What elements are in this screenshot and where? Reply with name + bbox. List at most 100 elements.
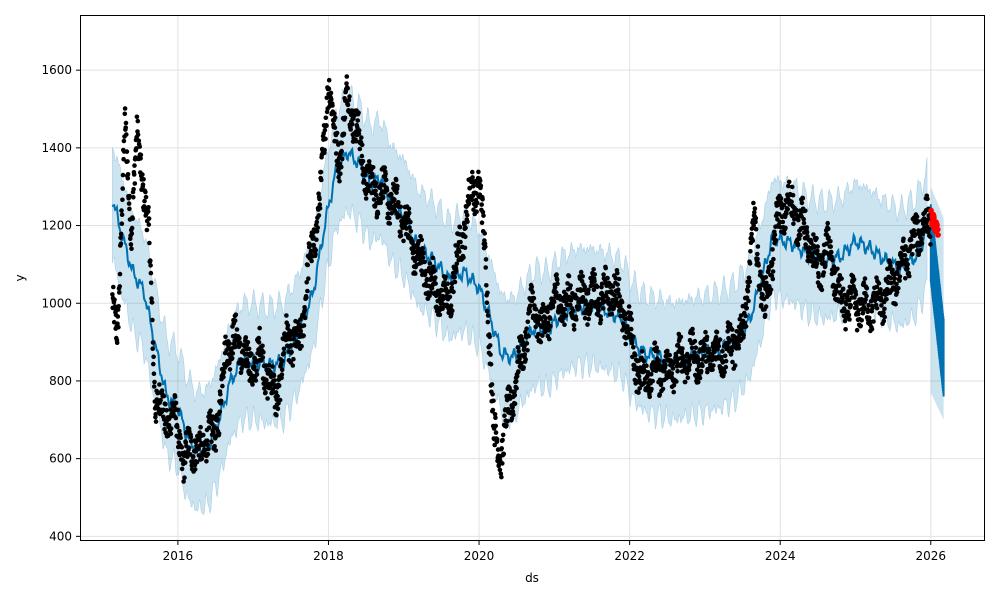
observed-point xyxy=(116,324,121,330)
observed-point xyxy=(907,273,912,279)
observed-point xyxy=(618,303,623,309)
observed-point xyxy=(410,239,415,244)
observed-point xyxy=(493,430,499,435)
observed-point xyxy=(753,215,759,221)
observed-point xyxy=(355,118,361,123)
observed-point xyxy=(505,418,510,424)
observed-point xyxy=(717,337,723,342)
observed-point xyxy=(491,398,496,404)
observed-point xyxy=(194,459,200,465)
observed-point xyxy=(517,356,522,362)
observed-point xyxy=(738,313,744,318)
observed-point xyxy=(121,138,127,144)
observed-point xyxy=(135,118,141,124)
observed-point xyxy=(254,368,259,374)
observed-point xyxy=(127,193,132,199)
y-axis: 400 600 800 1000 1200 1400 1600 xyxy=(41,63,80,543)
observed-point xyxy=(332,115,338,120)
observed-point xyxy=(816,274,821,280)
observed-point xyxy=(488,352,493,357)
observed-point xyxy=(756,263,761,268)
observed-point xyxy=(209,439,214,445)
observed-point xyxy=(783,225,788,231)
observed-point xyxy=(612,292,617,298)
observed-point xyxy=(346,97,352,103)
observed-point xyxy=(798,232,803,238)
observed-point xyxy=(484,300,490,306)
observed-point xyxy=(828,244,833,249)
observed-point xyxy=(145,209,151,214)
observed-point xyxy=(474,209,479,214)
observed-point xyxy=(245,360,251,366)
observed-point xyxy=(529,284,534,290)
observed-point xyxy=(629,317,635,322)
observed-point xyxy=(864,286,870,291)
observed-point xyxy=(770,247,775,252)
observed-point xyxy=(474,191,479,196)
observed-point xyxy=(655,349,660,354)
observed-point xyxy=(182,460,188,466)
observed-point xyxy=(592,272,598,277)
observed-point xyxy=(795,242,801,248)
observed-point xyxy=(398,229,403,235)
observed-point xyxy=(250,382,255,387)
observed-point xyxy=(497,467,503,473)
observed-point xyxy=(218,398,224,404)
observed-point xyxy=(307,241,312,247)
observed-point xyxy=(552,285,558,290)
observed-point xyxy=(333,151,339,156)
observed-point xyxy=(747,261,753,266)
observed-point xyxy=(749,231,754,237)
observed-point xyxy=(690,331,696,336)
observed-point xyxy=(697,375,703,381)
observed-point xyxy=(288,336,293,342)
observed-point xyxy=(324,95,330,101)
observed-point xyxy=(586,316,591,322)
observed-point xyxy=(710,367,715,373)
observed-point xyxy=(514,386,519,391)
observed-point xyxy=(674,379,679,384)
observed-point xyxy=(919,241,925,246)
observed-point xyxy=(772,232,778,237)
observed-point xyxy=(398,233,404,238)
observed-point xyxy=(464,212,470,218)
observed-point xyxy=(758,269,763,275)
observed-point xyxy=(205,451,211,457)
observed-point xyxy=(332,111,337,116)
observed-point xyxy=(514,374,520,379)
observed-point xyxy=(915,219,921,224)
observed-point xyxy=(140,182,146,187)
observed-point xyxy=(137,144,142,149)
observed-point xyxy=(221,374,226,380)
observed-point xyxy=(831,264,837,269)
observed-point xyxy=(685,375,691,381)
observed-point xyxy=(383,177,389,183)
observed-point xyxy=(323,136,328,142)
observed-point xyxy=(888,263,893,269)
observed-point xyxy=(819,287,825,293)
observed-point xyxy=(134,146,139,151)
observed-point xyxy=(786,179,792,185)
observed-point xyxy=(308,248,314,254)
observed-point xyxy=(667,352,672,358)
observed-point xyxy=(615,282,620,287)
observed-point xyxy=(794,207,799,213)
observed-point xyxy=(463,234,468,240)
observed-point xyxy=(743,324,749,329)
observed-point xyxy=(716,343,722,349)
observed-point xyxy=(901,236,906,242)
observed-point xyxy=(856,311,861,317)
observed-point xyxy=(853,292,859,297)
observed-point xyxy=(120,186,125,191)
observed-point xyxy=(861,280,867,286)
observed-point xyxy=(686,367,692,373)
observed-point xyxy=(657,392,662,397)
observed-point xyxy=(745,288,751,294)
observed-point xyxy=(389,211,394,216)
observed-point xyxy=(809,240,814,245)
observed-point xyxy=(272,378,277,383)
observed-point xyxy=(439,288,445,293)
observed-point xyxy=(342,115,348,121)
observed-point xyxy=(835,266,840,272)
observed-point xyxy=(129,225,135,231)
